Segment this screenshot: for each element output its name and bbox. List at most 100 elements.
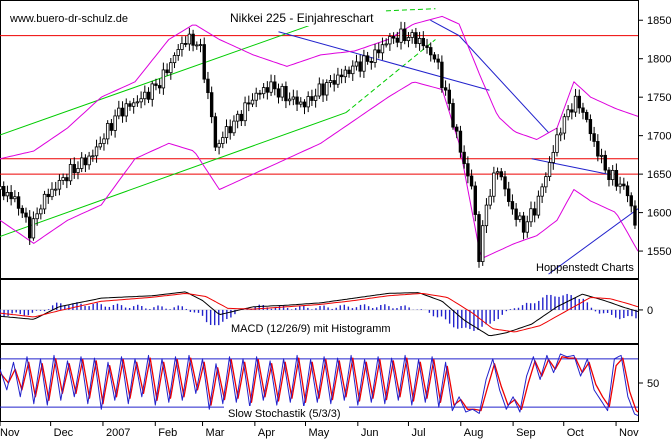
x-tick-label-2: 2007 — [106, 427, 130, 439]
candle-body — [384, 43, 388, 46]
candle-body — [495, 171, 500, 174]
candle-body — [603, 154, 607, 171]
candle-body — [321, 83, 325, 96]
candle-body — [533, 208, 537, 216]
candle-body — [481, 225, 485, 262]
candle-body — [462, 151, 466, 165]
candle-body — [143, 91, 147, 100]
candle-body — [440, 61, 444, 89]
candle-body — [72, 164, 76, 173]
macd-label: MACD (12/26/9) mit Histogramm — [231, 323, 391, 335]
candle-body — [180, 43, 184, 50]
price-tick-16500-label: 16500 — [647, 169, 672, 181]
x-tick-label-9: Aug — [464, 427, 484, 439]
candle-body — [20, 207, 24, 214]
candle-body — [195, 44, 199, 47]
candle-body — [622, 183, 626, 187]
candle-body — [61, 177, 65, 181]
candle-body — [276, 88, 281, 98]
candle-body — [488, 195, 492, 206]
macd-layer — [0, 291, 639, 337]
candle-body — [302, 101, 307, 108]
x-tick-label-8: Jul — [411, 427, 425, 439]
candle-body — [94, 146, 99, 157]
candle-body — [455, 126, 459, 132]
candle-body — [362, 55, 366, 72]
candle-body — [332, 80, 336, 85]
candle-body — [529, 208, 533, 223]
x-tick-label-4: Mar — [206, 427, 225, 439]
candle-body — [5, 191, 10, 197]
candle-body — [83, 157, 88, 166]
candle-body — [343, 69, 348, 78]
candle-body — [206, 78, 210, 94]
candle-body — [469, 175, 474, 187]
candle-body — [128, 103, 132, 107]
candle-body — [9, 191, 13, 200]
candle-body — [566, 109, 570, 118]
candle-body — [499, 171, 503, 178]
candle-body — [458, 130, 463, 153]
trend-channel-line-4 — [345, 39, 436, 113]
candle-body — [224, 126, 229, 138]
price-tick-17500-label: 17500 — [647, 92, 672, 104]
candle-body — [50, 188, 54, 198]
candle-body — [328, 80, 333, 83]
candle-body — [221, 137, 225, 144]
candle-body — [403, 28, 407, 42]
candle-body — [451, 103, 455, 128]
candle-body — [265, 87, 270, 93]
candle-body — [310, 96, 314, 101]
candle-body — [317, 83, 322, 97]
candle-body — [503, 176, 507, 190]
trend-channel-line-3 — [345, 8, 436, 14]
candle-body — [484, 204, 489, 227]
stochastic-label: Slow Stochastik (5/3/3) — [228, 408, 341, 420]
candle-body — [555, 134, 559, 153]
candle-body — [191, 33, 195, 46]
candle-body — [610, 169, 615, 180]
candle-body — [365, 55, 370, 62]
candle-body — [351, 65, 355, 75]
candle-body — [406, 37, 411, 42]
candle-body — [625, 185, 630, 197]
candle-body — [369, 61, 374, 63]
candle-body — [243, 102, 247, 122]
candle-body — [525, 221, 529, 233]
x-tick-label-6: May — [308, 427, 329, 439]
candle-body — [540, 186, 544, 197]
candle-body — [28, 216, 32, 239]
candle-body — [429, 47, 433, 56]
candle-body — [447, 89, 452, 104]
candle-body — [466, 163, 470, 177]
stochastic-d-line — [0, 356, 639, 413]
candle-body — [258, 92, 262, 95]
candle-body — [183, 43, 188, 45]
candle-body — [295, 96, 299, 105]
candle-body — [131, 102, 136, 107]
candle-body — [510, 201, 515, 210]
bollinger-lower-band — [0, 81, 639, 259]
candle-body — [13, 196, 17, 200]
trendline-1 — [278, 31, 490, 91]
x-tick-label-10: Sep — [516, 427, 536, 439]
bollinger-upper-band — [0, 15, 639, 160]
candle-body — [2, 186, 6, 197]
candle-body — [521, 215, 526, 233]
candle-body — [172, 55, 177, 64]
candle-body — [209, 92, 214, 118]
candle-body — [544, 176, 548, 188]
watermark-backdrop — [6, 11, 134, 25]
candle-body — [507, 188, 511, 202]
candle-body — [536, 195, 541, 216]
candle-body — [280, 86, 284, 98]
candle-body — [443, 87, 448, 91]
candle-body — [325, 82, 329, 96]
candle-body — [284, 86, 288, 102]
candle-body — [299, 101, 303, 105]
source-label: Hoppenstedt Charts — [536, 262, 634, 274]
candle-body — [109, 123, 114, 131]
price-tick-18000-label: 18000 — [647, 54, 672, 66]
